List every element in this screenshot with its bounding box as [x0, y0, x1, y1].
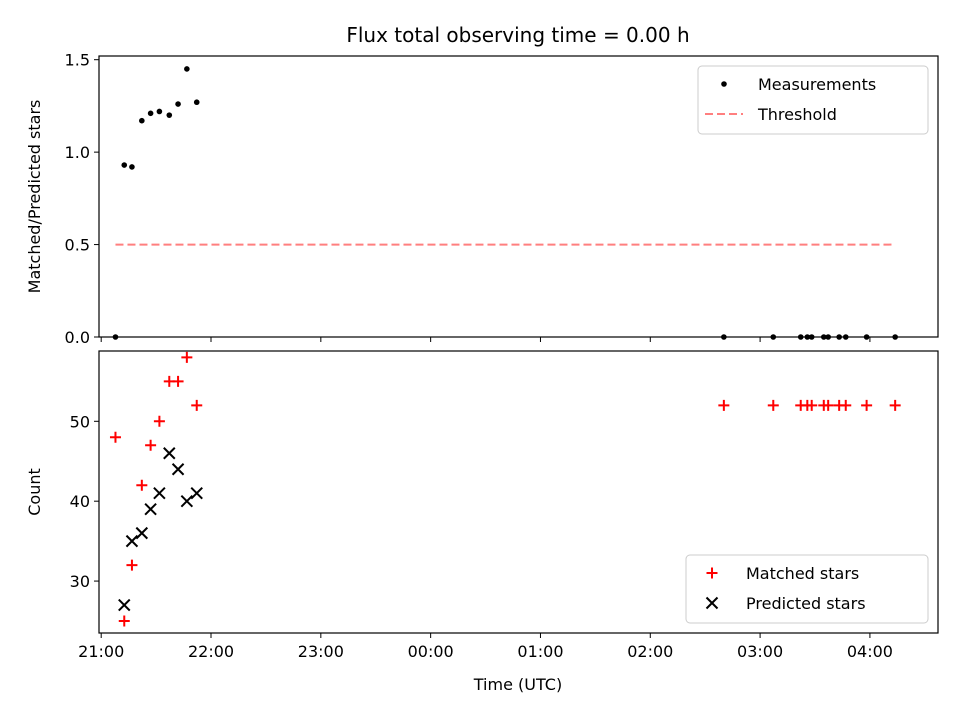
y-tick-label: 0.5 [65, 236, 90, 255]
data-point [175, 101, 181, 107]
data-point [147, 110, 154, 117]
data-point [139, 117, 145, 124]
data-point [109, 431, 121, 443]
data-point [706, 567, 718, 579]
data-point [145, 439, 157, 451]
legend: Matched stars Predicted stars [685, 554, 929, 624]
data-point [121, 162, 128, 168]
x-tick-label: 03:00 [737, 642, 783, 661]
panel-count: 21:00 22:00 23:00 00:00 01:00 02:00 03:00 04:00… [25, 350, 939, 661]
data-point [125, 534, 139, 548]
x-tick-label: 02:00 [627, 642, 673, 661]
x-tick-label: 23:00 [298, 642, 344, 661]
axes-frame [98, 350, 939, 634]
data-point [180, 494, 194, 508]
data-point [171, 463, 185, 476]
data-point [808, 334, 815, 340]
data-point [806, 399, 818, 411]
x-tick-label: 01:00 [517, 642, 563, 661]
data-point [156, 108, 163, 115]
data-point [836, 334, 842, 340]
x-tick-label: 00:00 [408, 642, 454, 661]
data-point [797, 334, 804, 340]
data-point [166, 112, 173, 118]
data-point [820, 334, 827, 340]
data-point [889, 399, 901, 411]
data-point [118, 615, 130, 627]
panel-ratio: 0.0 0.5 1.0 1.5 Matched/Predicted stars Measu… [25, 51, 939, 347]
data-point [193, 99, 200, 106]
data-point [118, 598, 131, 612]
data-point [861, 399, 873, 411]
legend-entry: Predicted stars [746, 594, 866, 613]
data-point [825, 334, 831, 340]
data-point [892, 334, 898, 340]
y-tick-label: 1.5 [65, 51, 90, 70]
legend-entry: Matched stars [746, 564, 859, 583]
data-point [840, 399, 852, 411]
axes-frame [98, 55, 939, 338]
data-point [770, 334, 777, 340]
data-point [721, 334, 727, 340]
x-tick-label: 21:00 [78, 642, 124, 661]
y-tick-label: 50 [70, 412, 90, 431]
data-point [135, 526, 149, 540]
data-point [163, 447, 176, 460]
data-point [153, 415, 165, 427]
data-point [172, 375, 184, 387]
data-point [153, 486, 166, 500]
y-tick-label: 0.0 [65, 328, 90, 347]
data-point [842, 334, 849, 340]
data-point [136, 479, 148, 491]
data-point [191, 399, 203, 411]
data-point [190, 486, 203, 500]
y-axis-label: Matched/Predicted stars [25, 100, 44, 294]
legend-box [685, 554, 929, 624]
data-point [181, 351, 193, 363]
data-point [863, 334, 870, 340]
data-point [129, 164, 135, 170]
legend-box [697, 65, 929, 135]
y-tick-label: 40 [70, 492, 90, 511]
data-point [705, 596, 719, 610]
data-point [804, 334, 811, 340]
y-tick-label: 30 [70, 572, 90, 591]
legend-entry: Threshold [757, 105, 837, 124]
data-point [112, 334, 119, 340]
legend: Measurements Threshold [697, 65, 929, 135]
data-point [184, 66, 190, 72]
x-tick-label: 22:00 [188, 642, 234, 661]
y-axis-label: Count [25, 468, 44, 516]
x-axis-label: Time (UTC) [473, 675, 562, 694]
data-point [721, 81, 727, 87]
x-tick-label: 04:00 [847, 642, 893, 661]
data-point [767, 399, 779, 411]
legend-entry: Measurements [758, 75, 876, 94]
y-tick-label: 1.0 [65, 143, 90, 162]
data-point [144, 502, 157, 516]
data-point [718, 399, 730, 411]
data-point [822, 399, 834, 411]
data-point [126, 559, 138, 571]
chart-title: Flux total observing time = 0.00 h [346, 23, 689, 47]
